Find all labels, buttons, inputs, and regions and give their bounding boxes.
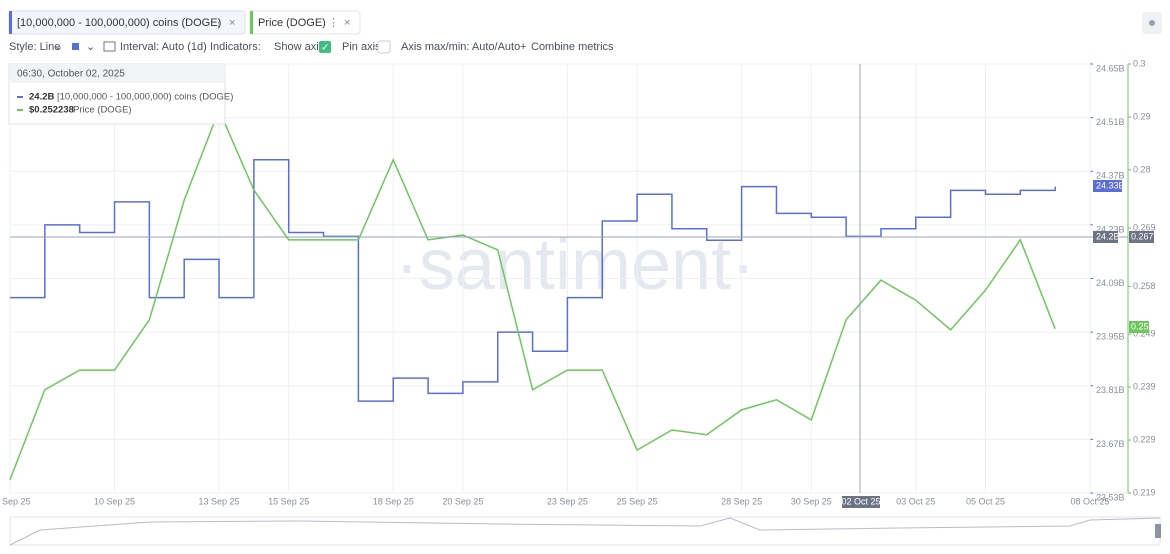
crosshair-x-label: 02 Oct 25: [841, 496, 880, 506]
x-tick-label: 28 Sep 25: [721, 496, 762, 506]
last-y2-label: 0.25: [1131, 321, 1149, 331]
crosshair-y2-label: 0.267: [1131, 231, 1154, 241]
tooltip-series: [10,000,000 - 100,000,000) coins (DOGE): [57, 92, 233, 103]
y2-tick-label: 0.3: [1133, 58, 1146, 68]
x-tick-label: 10 Sep 25: [94, 496, 135, 506]
x-tick-label: 25 Sep 25: [617, 496, 658, 506]
series-line: [10, 159, 1056, 402]
crosshair-y-badge: [1093, 231, 1118, 243]
last-y-badge: [1093, 180, 1122, 192]
color-picker[interactable]: [72, 43, 79, 50]
pin-axis-toggle[interactable]: Pin axis: [342, 41, 381, 53]
tab-close[interactable]: ×: [344, 17, 350, 29]
y2-tick-label: 0.239: [1133, 381, 1156, 391]
checkbox[interactable]: [377, 40, 391, 54]
last-y-label: 24.33B: [1096, 180, 1125, 190]
tooltip-time: 06:30, October 02, 2025: [17, 69, 125, 80]
last-y2-badge: [1129, 321, 1149, 333]
axis-minmax[interactable]: Axis max/min: Auto/Auto: [401, 41, 520, 53]
navigator-handle[interactable]: [1155, 524, 1161, 538]
y-tick-label: 23.81B: [1096, 385, 1125, 395]
x-tick-label: 08 Oct 25: [1070, 496, 1109, 506]
y2-tick-label: 0.269: [1133, 223, 1156, 233]
tab-color: [250, 11, 253, 34]
tab-color: [9, 11, 12, 34]
x-tick-label: 30 Sep 25: [791, 496, 832, 506]
combine-metrics[interactable]: Combine metrics: [531, 41, 614, 53]
interval-selector[interactable]: Interval: Auto (1d): [120, 41, 207, 53]
tooltip-series: Price (DOGE): [73, 105, 132, 116]
crosshair-y2-badge: [1129, 231, 1154, 243]
x-tick-label: 18 Sep 25: [373, 496, 414, 506]
navigator[interactable]: [9, 516, 1161, 546]
tooltip-value: $0.252238: [29, 105, 74, 116]
settings-icon: [1149, 20, 1155, 26]
y2-tick-label: 0.219: [1133, 487, 1156, 497]
watermark: ·santiment·: [395, 225, 755, 305]
tab-label: [10,000,000 - 100,000,000) coins (DOGE): [17, 17, 221, 29]
x-tick-label: 20 Sep 25: [442, 496, 483, 506]
calendar-icon: [103, 41, 116, 52]
tab-label: Price (DOGE): [258, 17, 326, 29]
check-mark: ✓: [321, 43, 329, 54]
y-tick-label: 24.65B: [1096, 63, 1125, 73]
x-tick-label: 07 Sep 25: [0, 496, 31, 506]
navigator-preview: [9, 517, 1161, 546]
chevron: ⌄: [86, 41, 95, 53]
y-tick-label: 24.23B: [1096, 224, 1125, 234]
crosshair-x-badge: [842, 496, 880, 508]
x-tick-label: 13 Sep 25: [199, 496, 240, 506]
y-tick-label: 23.67B: [1096, 439, 1125, 449]
series-line: [9, 108, 1056, 481]
y-tick-label: 24.37B: [1096, 171, 1125, 181]
y-tick-label: 23.95B: [1096, 332, 1125, 342]
x-tick-label: 15 Sep 25: [268, 496, 309, 506]
y2-tick-label: 0.29: [1133, 111, 1151, 121]
y2-tick-label: 0.249: [1133, 328, 1156, 338]
plus-icon: +: [520, 41, 526, 53]
tab-menu[interactable]: ⋮: [213, 17, 224, 29]
y-tick-label: 23.53B: [1096, 492, 1125, 502]
indicators-selector[interactable]: Indicators:: [210, 41, 261, 53]
y-tick-label: 24.09B: [1096, 278, 1125, 288]
show-axis-toggle[interactable]: Show axis: [274, 41, 325, 53]
tab-menu[interactable]: ⋮: [328, 17, 339, 29]
y-tick-label: 24.51B: [1096, 117, 1125, 127]
y2-tick-label: 0.28: [1133, 164, 1151, 174]
tooltip-value: 24.2B: [29, 92, 54, 103]
chevron: ⌄: [54, 41, 63, 53]
tooltip-header: [9, 64, 225, 83]
y2-tick-label: 0.229: [1133, 434, 1156, 444]
crosshair-y-label: 24.2B: [1096, 231, 1120, 241]
checkbox-checked[interactable]: [319, 41, 331, 53]
x-tick-label: 03 Oct 25: [896, 496, 935, 506]
tab-close[interactable]: ×: [229, 17, 235, 29]
x-tick-label: 23 Sep 25: [547, 496, 588, 506]
x-tick-label: 05 Oct 25: [966, 496, 1005, 506]
y2-tick-label: 0.258: [1133, 281, 1156, 291]
style-selector[interactable]: Style: Line: [9, 41, 60, 53]
